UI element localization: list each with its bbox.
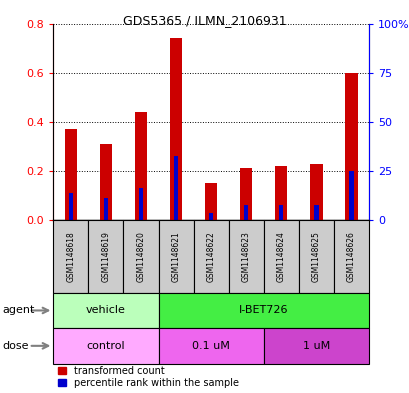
Text: GSM1148622: GSM1148622: [206, 231, 215, 282]
Bar: [158, 293, 368, 328]
Bar: [173, 156, 178, 220]
Bar: [99, 144, 112, 220]
Bar: [158, 220, 193, 293]
Bar: [228, 220, 263, 293]
Text: GSM1148624: GSM1148624: [276, 231, 285, 282]
Text: GDS5365 / ILMN_2106931: GDS5365 / ILMN_2106931: [123, 14, 286, 27]
Bar: [158, 328, 263, 364]
Text: 0.1 uM: 0.1 uM: [192, 341, 229, 351]
Text: control: control: [86, 341, 125, 351]
Bar: [310, 163, 322, 220]
Bar: [204, 183, 217, 220]
Bar: [123, 220, 158, 293]
Text: GSM1148619: GSM1148619: [101, 231, 110, 282]
Text: dose: dose: [2, 341, 29, 351]
Bar: [53, 293, 158, 328]
Bar: [88, 220, 123, 293]
Bar: [298, 220, 333, 293]
Bar: [53, 220, 88, 293]
Text: GSM1148621: GSM1148621: [171, 231, 180, 282]
Bar: [209, 213, 213, 220]
Legend: transformed count, percentile rank within the sample: transformed count, percentile rank withi…: [58, 366, 238, 388]
Bar: [103, 198, 108, 220]
Text: I-BET726: I-BET726: [238, 305, 288, 316]
Text: GSM1148625: GSM1148625: [311, 231, 320, 282]
Text: agent: agent: [2, 305, 34, 316]
Bar: [263, 220, 298, 293]
Bar: [53, 328, 158, 364]
Bar: [243, 205, 248, 220]
Bar: [263, 328, 368, 364]
Bar: [333, 220, 368, 293]
Bar: [169, 38, 182, 220]
Text: GSM1148626: GSM1148626: [346, 231, 355, 282]
Text: vehicle: vehicle: [86, 305, 126, 316]
Bar: [274, 166, 287, 220]
Text: GSM1148618: GSM1148618: [66, 231, 75, 282]
Text: GSM1148623: GSM1148623: [241, 231, 250, 282]
Bar: [344, 73, 357, 220]
Bar: [313, 205, 318, 220]
Bar: [193, 220, 228, 293]
Bar: [65, 129, 77, 220]
Bar: [279, 205, 283, 220]
Text: GSM1148620: GSM1148620: [136, 231, 145, 282]
Bar: [348, 171, 353, 220]
Bar: [240, 169, 252, 220]
Text: 1 uM: 1 uM: [302, 341, 329, 351]
Bar: [135, 112, 147, 220]
Bar: [69, 193, 73, 220]
Bar: [139, 188, 143, 220]
